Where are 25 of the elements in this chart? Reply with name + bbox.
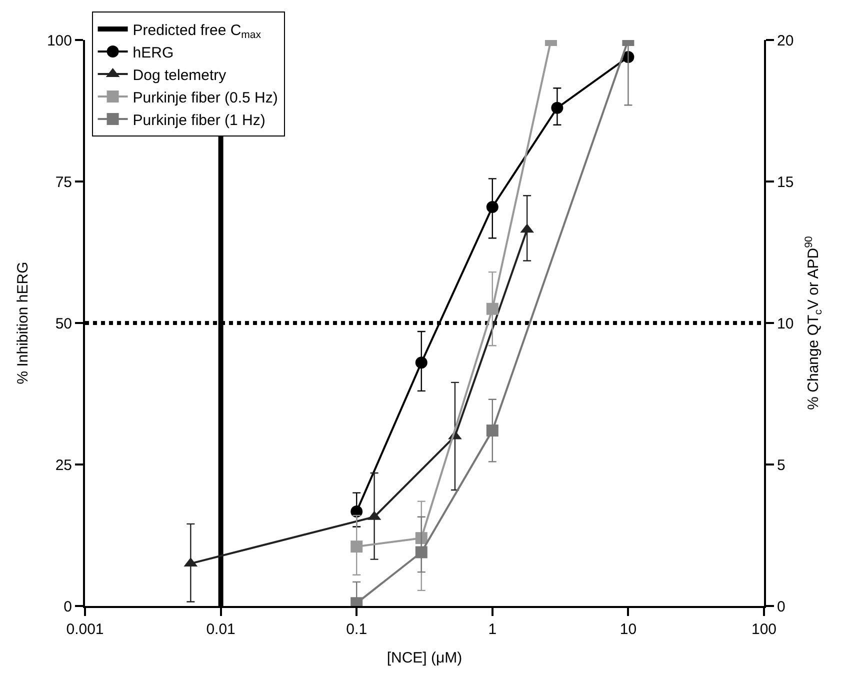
x-tick-label: 0.1	[346, 621, 368, 638]
legend-label: Purkinje fiber (1 Hz)	[132, 112, 266, 129]
y-tick-label: 25	[55, 456, 72, 474]
y2-tick-label: 0	[777, 598, 786, 616]
x-tick-label: 0.01	[206, 621, 236, 638]
y-tick-label: 100	[46, 32, 72, 50]
y2-tick-label: 15	[777, 174, 794, 191]
legend-label: Dog telemetry	[132, 66, 227, 84]
x-tick-label: 100	[751, 621, 777, 638]
y-tick-label: 75	[55, 174, 72, 191]
x-tick-label: 1	[488, 621, 497, 638]
x-axis-title: [NCE] (μM)	[386, 650, 462, 666]
y-tick-label: 50	[55, 315, 72, 332]
point	[486, 200, 498, 213]
y2-tick-label: 20	[777, 32, 794, 50]
point	[350, 505, 363, 518]
ref-line-label: Predicted free C$_{max}$	[132, 22, 262, 41]
legend-label: Purkinje fiber (0.5 Hz)	[132, 89, 278, 106]
y2-tick-label: 10	[777, 315, 794, 332]
x-tick-label: 10	[620, 621, 637, 638]
y2-tick-label: 5	[777, 456, 786, 474]
y-axis-title: % Inhibition hERG	[14, 262, 32, 384]
y-tick-label: 0	[64, 598, 72, 616]
x-tick-label: 0.001	[66, 621, 104, 638]
legend-label: hERG	[132, 44, 174, 62]
